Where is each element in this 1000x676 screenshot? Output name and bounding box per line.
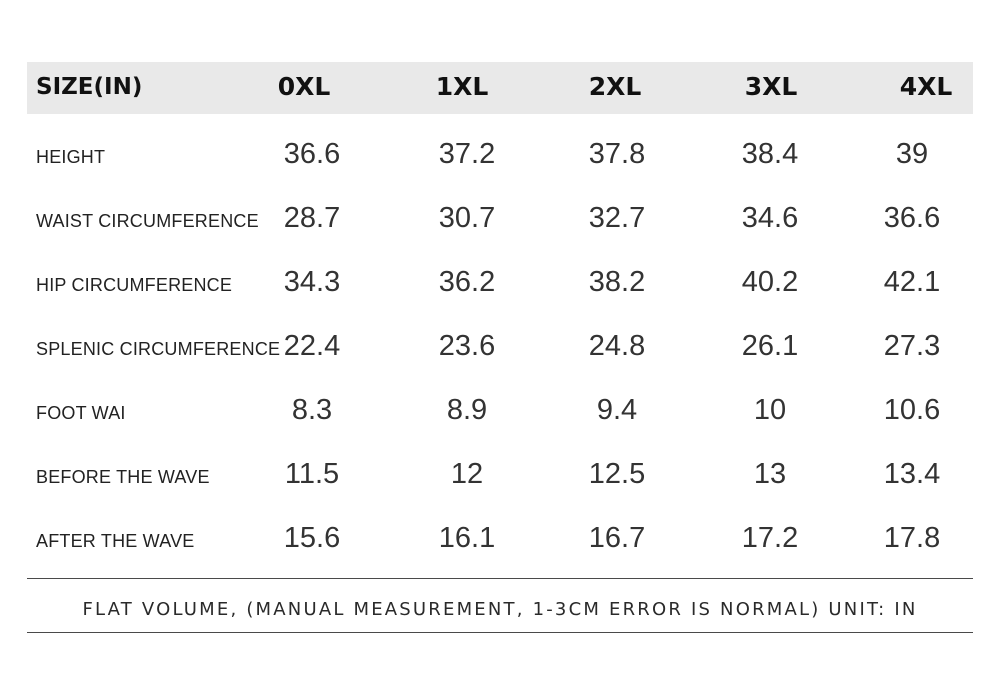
measurement-cell: 24.8 [588,330,646,362]
measurement-cell: 11.5 [284,458,340,490]
measurement-cell: 36.6 [283,138,341,170]
size-header-4xl: 4XL [899,72,953,101]
measurement-cell: 38.4 [741,138,799,170]
row-label: AFTER THE WAVE [36,531,195,551]
row-label: SPLENIC CIRCUMFERENCE [36,339,281,359]
measurement-cell: 17.2 [741,522,799,554]
measurement-cell: 40.2 [741,266,799,298]
row-label: HEIGHT [36,147,106,167]
measurement-cell: 26.1 [741,330,799,362]
measurement-note: FLAT VOLUME, (MANUAL MEASUREMENT, 1-3CM … [82,599,918,620]
measurement-cell: 8.9 [446,394,488,426]
row-label: WAIST CIRCUMFERENCE [36,211,259,231]
row-label: HIP CIRCUMFERENCE [36,275,233,295]
measurement-cell: 36.6 [883,202,941,234]
measurement-cell: 28.7 [283,202,341,234]
measurement-cell: 13 [753,458,787,490]
measurement-cell: 38.2 [588,266,646,298]
measurement-cell: 13.4 [883,458,941,490]
measurement-cell: 39 [895,138,929,170]
measurement-cell: 32.7 [588,202,646,234]
size-header-0xl: 0XL [277,72,331,101]
measurement-cell: 27.3 [883,330,941,362]
measurement-cell: 15.6 [283,522,341,554]
size-header-3xl: 3XL [744,72,798,101]
measurement-cell: 30.7 [438,202,496,234]
top-divider [27,578,973,579]
measurement-cell: 42.1 [883,266,941,298]
measurement-cell: 36.2 [438,266,496,298]
measurement-cell: 17.8 [883,522,941,554]
row-label: BEFORE THE WAVE [36,467,210,487]
measurement-cell: 8.3 [291,394,333,426]
measurement-cell: 16.7 [588,522,646,554]
header-bar [27,62,973,114]
measurement-cell: 9.4 [596,394,638,426]
row-label: FOOT WAI [36,403,126,423]
size-header-2xl: 2XL [588,72,642,101]
measurement-cell: 12 [450,458,484,490]
measurement-cell: 10.6 [883,394,941,426]
measurement-cell: 12.5 [588,458,646,490]
size-unit-header: SIZE(IN) [36,74,143,100]
measurement-cell: 34.3 [283,266,341,298]
measurement-cell: 23.6 [438,330,496,362]
measurement-cell: 22.4 [283,330,341,362]
measurement-cell: 37.8 [588,138,646,170]
measurement-cell: 10 [753,394,787,426]
measurement-cell: 37.2 [438,138,496,170]
measurement-cell: 34.6 [741,202,799,234]
bottom-divider [27,632,973,633]
measurement-cell: 16.1 [438,522,496,554]
size-header-1xl: 1XL [435,72,489,101]
